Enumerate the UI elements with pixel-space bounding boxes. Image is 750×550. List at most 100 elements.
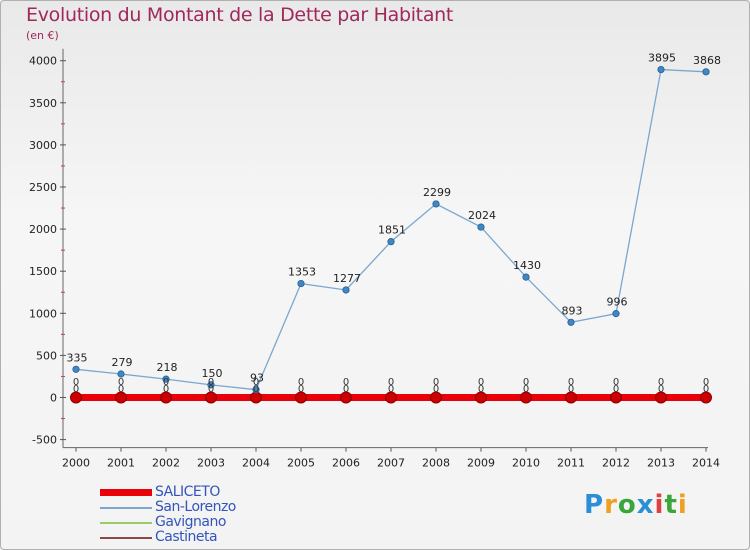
data-point [475,391,487,404]
data-point [610,391,622,404]
data-point [72,365,80,373]
axes: -500050010001500200025003000350040002000… [29,48,720,470]
zero-label: 0 [118,384,124,395]
data-point [207,381,215,389]
data-label: 1353 [288,266,316,279]
data-label: 996 [607,296,628,309]
data-label: 3868 [693,54,721,67]
y-tick-label: 1500 [29,265,57,278]
data-label: 2299 [423,186,451,199]
x-tick-label: 2014 [692,457,720,470]
data-point [700,391,712,404]
data-point [295,391,307,404]
x-tick-label: 2001 [107,457,135,470]
x-tick-label: 2013 [647,457,675,470]
zero-label: 0 [703,384,709,395]
chart-subtitle: (en €) [26,29,59,42]
zero-label: 0 [343,377,349,388]
data-label: 279 [112,356,133,369]
legend-swatch [100,489,152,496]
y-tick-label: 3500 [29,97,57,110]
data-label: 3895 [648,52,676,65]
zero-label: 0 [298,384,304,395]
data-point [340,391,352,404]
data-point [567,318,575,326]
data-point [385,391,397,404]
x-tick-label: 2012 [602,457,630,470]
zero-label: 0 [613,377,619,388]
zero-label: 0 [343,384,349,395]
legend-label: Castineta [155,529,218,545]
data-label: 150 [202,367,223,380]
data-label: 1277 [333,272,361,285]
legend-item-san-lorenzo: San-Lorenzo [100,500,360,515]
data-point [162,375,170,383]
data-point [702,68,710,76]
data-label: 335 [67,351,88,364]
data-label: 1851 [378,224,406,237]
zero-label: 0 [73,384,79,395]
data-point [342,286,350,294]
x-tick-label: 2000 [62,457,90,470]
data-point [160,391,172,404]
data-point [387,238,395,246]
data-point [115,391,127,404]
data-point [477,223,485,231]
data-point [432,200,440,208]
legend-label: SALICETO [155,484,220,500]
data-label: 1430 [513,259,541,272]
zero-label: 0 [208,377,214,388]
data-point [657,65,665,74]
zero-label: 0 [658,377,664,388]
logo-letter: P [584,490,605,520]
legend-item-castineta: Castineta [100,530,360,545]
data-labels: 335 279 218 150 93 1353 1277 1851 2299 2024 1430 89… [67,52,722,395]
y-tick-label: 1000 [29,307,57,320]
x-tick-label: 2002 [152,457,180,470]
x-tick-label: 2009 [467,457,495,470]
data-point [70,391,82,404]
zero-label: 0 [163,384,169,395]
x-tick-label: 2008 [422,457,450,470]
y-tick-label: 3000 [29,139,57,152]
data-point [297,279,305,288]
legend-swatch [100,522,152,524]
zero-label: 0 [253,384,259,395]
logo-letter: r [604,490,618,520]
legend-label: San-Lorenzo [155,499,236,515]
data-point [430,391,442,404]
zero-label: 0 [658,384,664,395]
series-layer [70,65,712,404]
zero-label: 0 [478,377,484,388]
zero-label: 0 [613,384,619,395]
data-point [565,391,577,404]
zero-label: 0 [568,377,574,388]
y-tick-label: 500 [36,349,57,362]
x-tick-label: 2011 [557,457,585,470]
legend-item-saliceto: SALICETO [100,485,360,500]
zero-label: 0 [208,384,214,395]
zero-label: 0 [568,384,574,395]
data-point [655,391,667,404]
data-label: 2024 [468,209,496,222]
logo-letter: o [617,490,637,520]
data-point [205,391,217,404]
logo-letter: i [677,490,688,520]
data-label: 93 [250,372,264,385]
legend-label: Gavignano [155,514,226,530]
logo-letter: x [636,490,655,520]
y-tick-label: 2500 [29,181,57,194]
data-point [520,391,532,404]
x-tick-label: 2010 [512,457,540,470]
data-point [612,310,620,318]
y-tick-label: 0 [50,392,57,405]
data-point [252,386,260,394]
data-label: 893 [562,304,583,317]
zero-label: 0 [388,384,394,395]
data-label: 218 [157,361,178,374]
chart-title: Evolution du Montant de la Dette par Hab… [26,4,454,26]
legend: SALICETO San-Lorenzo Gavignano Castineta [100,485,360,545]
zero-label: 0 [433,384,439,395]
logo-letter: t [664,490,678,520]
